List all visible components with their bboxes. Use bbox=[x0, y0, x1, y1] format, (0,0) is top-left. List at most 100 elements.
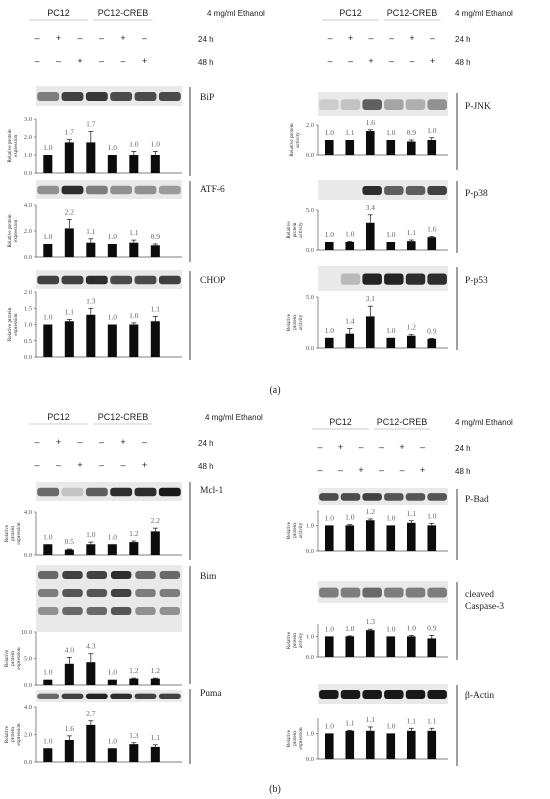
y-tick-label: 0.0 bbox=[24, 170, 32, 177]
y-axis-label-line: Relative bbox=[286, 521, 292, 539]
y-axis-label-line: activity bbox=[298, 222, 304, 238]
y-tick-label: 5.0 bbox=[306, 207, 314, 214]
y-axis-label-line: Relative bbox=[286, 729, 292, 747]
protein-label-line: BiP bbox=[200, 93, 214, 103]
protein-label: Puma bbox=[200, 689, 222, 699]
blot-band bbox=[37, 571, 59, 579]
data-label: 1.0 bbox=[325, 230, 335, 239]
blot-background bbox=[318, 92, 448, 116]
blot-band bbox=[405, 493, 426, 501]
bar bbox=[386, 733, 396, 759]
blot-band bbox=[135, 607, 156, 615]
panel-puma: Puma 0.0 2.0 4.0 Relativeproteinexpression 1.… bbox=[4, 689, 222, 766]
data-label: 1.0 bbox=[386, 721, 396, 730]
protein-label: P-Bad bbox=[465, 495, 489, 505]
protein-label-line: P-p53 bbox=[465, 276, 488, 286]
sign-24h: + bbox=[56, 33, 61, 43]
bar bbox=[406, 141, 416, 155]
blot-band bbox=[384, 587, 404, 598]
bar bbox=[129, 744, 139, 762]
label-48h: 48 h bbox=[455, 467, 471, 476]
y-axis-label-line: activity bbox=[298, 632, 304, 648]
data-label: 1.0 bbox=[129, 139, 139, 148]
sign-48h: + bbox=[368, 56, 373, 66]
bar bbox=[43, 748, 53, 762]
data-label: 4.0 bbox=[65, 645, 75, 654]
bar bbox=[365, 316, 375, 348]
blot-band bbox=[61, 185, 84, 195]
data-label: 1.0 bbox=[386, 624, 396, 633]
blot-band bbox=[384, 186, 404, 195]
bar bbox=[107, 679, 117, 685]
data-label: 1.0 bbox=[325, 624, 335, 633]
blot-band bbox=[134, 185, 157, 195]
bar bbox=[150, 746, 160, 762]
bar bbox=[365, 520, 375, 551]
blot-band bbox=[362, 99, 382, 110]
bar bbox=[64, 740, 74, 762]
data-label: 1.2 bbox=[129, 529, 139, 538]
treatment-label: 4 mg/ml Ethanol bbox=[205, 413, 263, 422]
data-label: 1.2 bbox=[407, 323, 417, 332]
data-label: 1.1 bbox=[86, 227, 96, 236]
protein-label-line: Bim bbox=[200, 572, 217, 582]
sign-48h: – bbox=[327, 56, 332, 66]
y-axis-label-line: protein bbox=[292, 523, 298, 538]
label-24h: 24 h bbox=[198, 35, 214, 44]
blot-band bbox=[134, 693, 157, 699]
panel-p-jnk: P-JNK 0.0 2.0 Relative proteinactivity 1.0 1.… bbox=[289, 92, 491, 170]
label-48h: 48 h bbox=[198, 58, 214, 67]
sign-24h: + bbox=[120, 437, 125, 447]
sign-48h: – bbox=[99, 56, 104, 66]
data-label: 1.0 bbox=[325, 513, 335, 522]
y-tick-label: 1.0 bbox=[24, 322, 32, 329]
data-label: 0.9 bbox=[427, 326, 437, 335]
sign-24h: – bbox=[379, 442, 384, 452]
bar bbox=[129, 242, 139, 257]
blot-band bbox=[362, 186, 382, 195]
y-axis-label-line: protein bbox=[292, 633, 298, 648]
bar bbox=[406, 522, 416, 551]
group-label-pc12: PC12 bbox=[47, 8, 70, 18]
sign-24h: – bbox=[99, 33, 104, 43]
bar bbox=[64, 321, 74, 357]
data-label: 1.0 bbox=[108, 313, 118, 322]
y-tick-label: 4.0 bbox=[24, 704, 32, 711]
data-label: 1.6 bbox=[65, 724, 75, 733]
blot-band bbox=[158, 185, 181, 195]
bar bbox=[86, 142, 96, 173]
bar bbox=[129, 678, 139, 685]
y-tick-label: 0.0 bbox=[306, 345, 314, 352]
data-label: 1.0 bbox=[345, 513, 355, 522]
header-group: PC12 PC12-CREB 4 mg/ml Ethanol 24 h 48 h – – + –… bbox=[29, 8, 513, 476]
data-label: 1.1 bbox=[407, 509, 417, 518]
bar bbox=[107, 244, 117, 257]
bar bbox=[43, 324, 53, 357]
y-axis-label-line: activity bbox=[298, 522, 304, 538]
data-label: 1.0 bbox=[427, 511, 437, 520]
blot-band bbox=[158, 487, 181, 497]
y-tick-label: 0.0 bbox=[306, 654, 314, 661]
blot-band bbox=[427, 186, 447, 195]
data-label: 1.0 bbox=[86, 530, 96, 539]
y-axis-label-line: activity bbox=[295, 132, 301, 148]
blot-band bbox=[134, 487, 157, 497]
blot-band bbox=[110, 185, 133, 195]
bar bbox=[64, 142, 74, 173]
data-label: 0.5 bbox=[65, 537, 75, 546]
blot-band bbox=[37, 487, 60, 497]
bar bbox=[86, 724, 96, 762]
blot-band bbox=[340, 493, 361, 501]
data-label: 1.0 bbox=[386, 513, 396, 522]
blot-band bbox=[37, 275, 60, 285]
sign-48h: + bbox=[142, 460, 147, 470]
bar bbox=[386, 242, 396, 250]
sign-48h: – bbox=[99, 460, 104, 470]
blot-band bbox=[340, 99, 361, 110]
y-tick-label: 0.5 bbox=[24, 338, 32, 345]
blot-band bbox=[340, 273, 361, 285]
lane-header: PC12 PC12-CREB 4 mg/ml Ethanol 24 h 48 h – – + –… bbox=[29, 412, 263, 471]
protein-label: Bim bbox=[200, 572, 217, 582]
sign-24h: + bbox=[56, 437, 61, 447]
